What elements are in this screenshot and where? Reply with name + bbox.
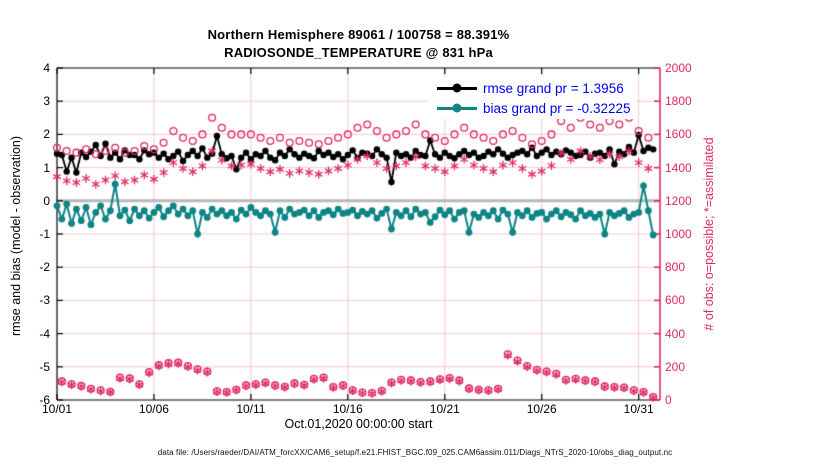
right-tick-label: 200 bbox=[665, 359, 686, 374]
data-file-path: data file: /Users/raeder/DAI/ATM_forcXX/… bbox=[157, 448, 673, 457]
right-tick-label: 1000 bbox=[665, 227, 692, 241]
x-tick-label: 10/26 bbox=[526, 402, 557, 416]
left-tick-label: 0 bbox=[43, 193, 50, 208]
left-tick-label: 4 bbox=[43, 61, 50, 75]
rmse-line-icon bbox=[437, 83, 477, 93]
x-tick-label: 10/11 bbox=[236, 402, 266, 416]
left-tick-label: 1 bbox=[43, 160, 50, 175]
right-tick-label: 1600 bbox=[665, 127, 692, 142]
left-tick-label: -1 bbox=[39, 227, 50, 241]
chart-title: Northern Hemisphere 89061 / 100758 = 88.… bbox=[57, 26, 660, 62]
right-tick-label: 400 bbox=[665, 326, 686, 341]
legend-label-bias: bias grand pr = -0.32225 bbox=[483, 100, 631, 116]
left-tick-label: 2 bbox=[43, 127, 50, 142]
left-tick-label: -4 bbox=[39, 326, 50, 341]
x-axis-label: Oct.01,2020 00:00:00 start bbox=[284, 417, 433, 431]
right-tick-label: 2000 bbox=[665, 61, 692, 75]
left-tick-label: -3 bbox=[39, 293, 50, 308]
x-tick-label: 10/21 bbox=[429, 402, 460, 416]
left-tick-label: 3 bbox=[43, 94, 50, 109]
right-tick-label: 1800 bbox=[665, 94, 692, 109]
legend-item-rmse: rmse grand pr = 1.3956 bbox=[437, 78, 630, 98]
x-tick-label: 10/16 bbox=[332, 402, 363, 416]
right-tick-label: 800 bbox=[665, 260, 686, 275]
bias-marker-icon bbox=[452, 103, 462, 113]
left-tick-label: -6 bbox=[39, 393, 50, 407]
bias-line-icon bbox=[437, 103, 477, 113]
right-tick-label: 0 bbox=[665, 393, 672, 407]
right-tick-label: 600 bbox=[665, 293, 686, 308]
left-tick-label: -5 bbox=[39, 359, 50, 374]
title-line1: Northern Hemisphere 89061 / 100758 = 88.… bbox=[207, 27, 510, 42]
title-line2: RADIOSONDE_TEMPERATURE @ 831 hPa bbox=[224, 45, 493, 60]
right-tick-label: 1400 bbox=[665, 160, 692, 175]
left-tick-label: -2 bbox=[39, 260, 50, 275]
legend: rmse grand pr = 1.3956 bias grand pr = -… bbox=[429, 77, 637, 119]
x-tick-label: 10/31 bbox=[623, 402, 654, 416]
x-tick-label: 10/06 bbox=[138, 402, 169, 416]
right-axis-label: # of obs: o=possible; *=assimilated bbox=[702, 137, 716, 331]
legend-label-rmse: rmse grand pr = 1.3956 bbox=[483, 80, 624, 96]
x-tick-label: 10/01 bbox=[41, 402, 73, 416]
right-tick-label: 1200 bbox=[665, 193, 692, 208]
rmse-marker-icon bbox=[452, 83, 462, 93]
legend-item-bias: bias grand pr = -0.32225 bbox=[437, 98, 630, 118]
